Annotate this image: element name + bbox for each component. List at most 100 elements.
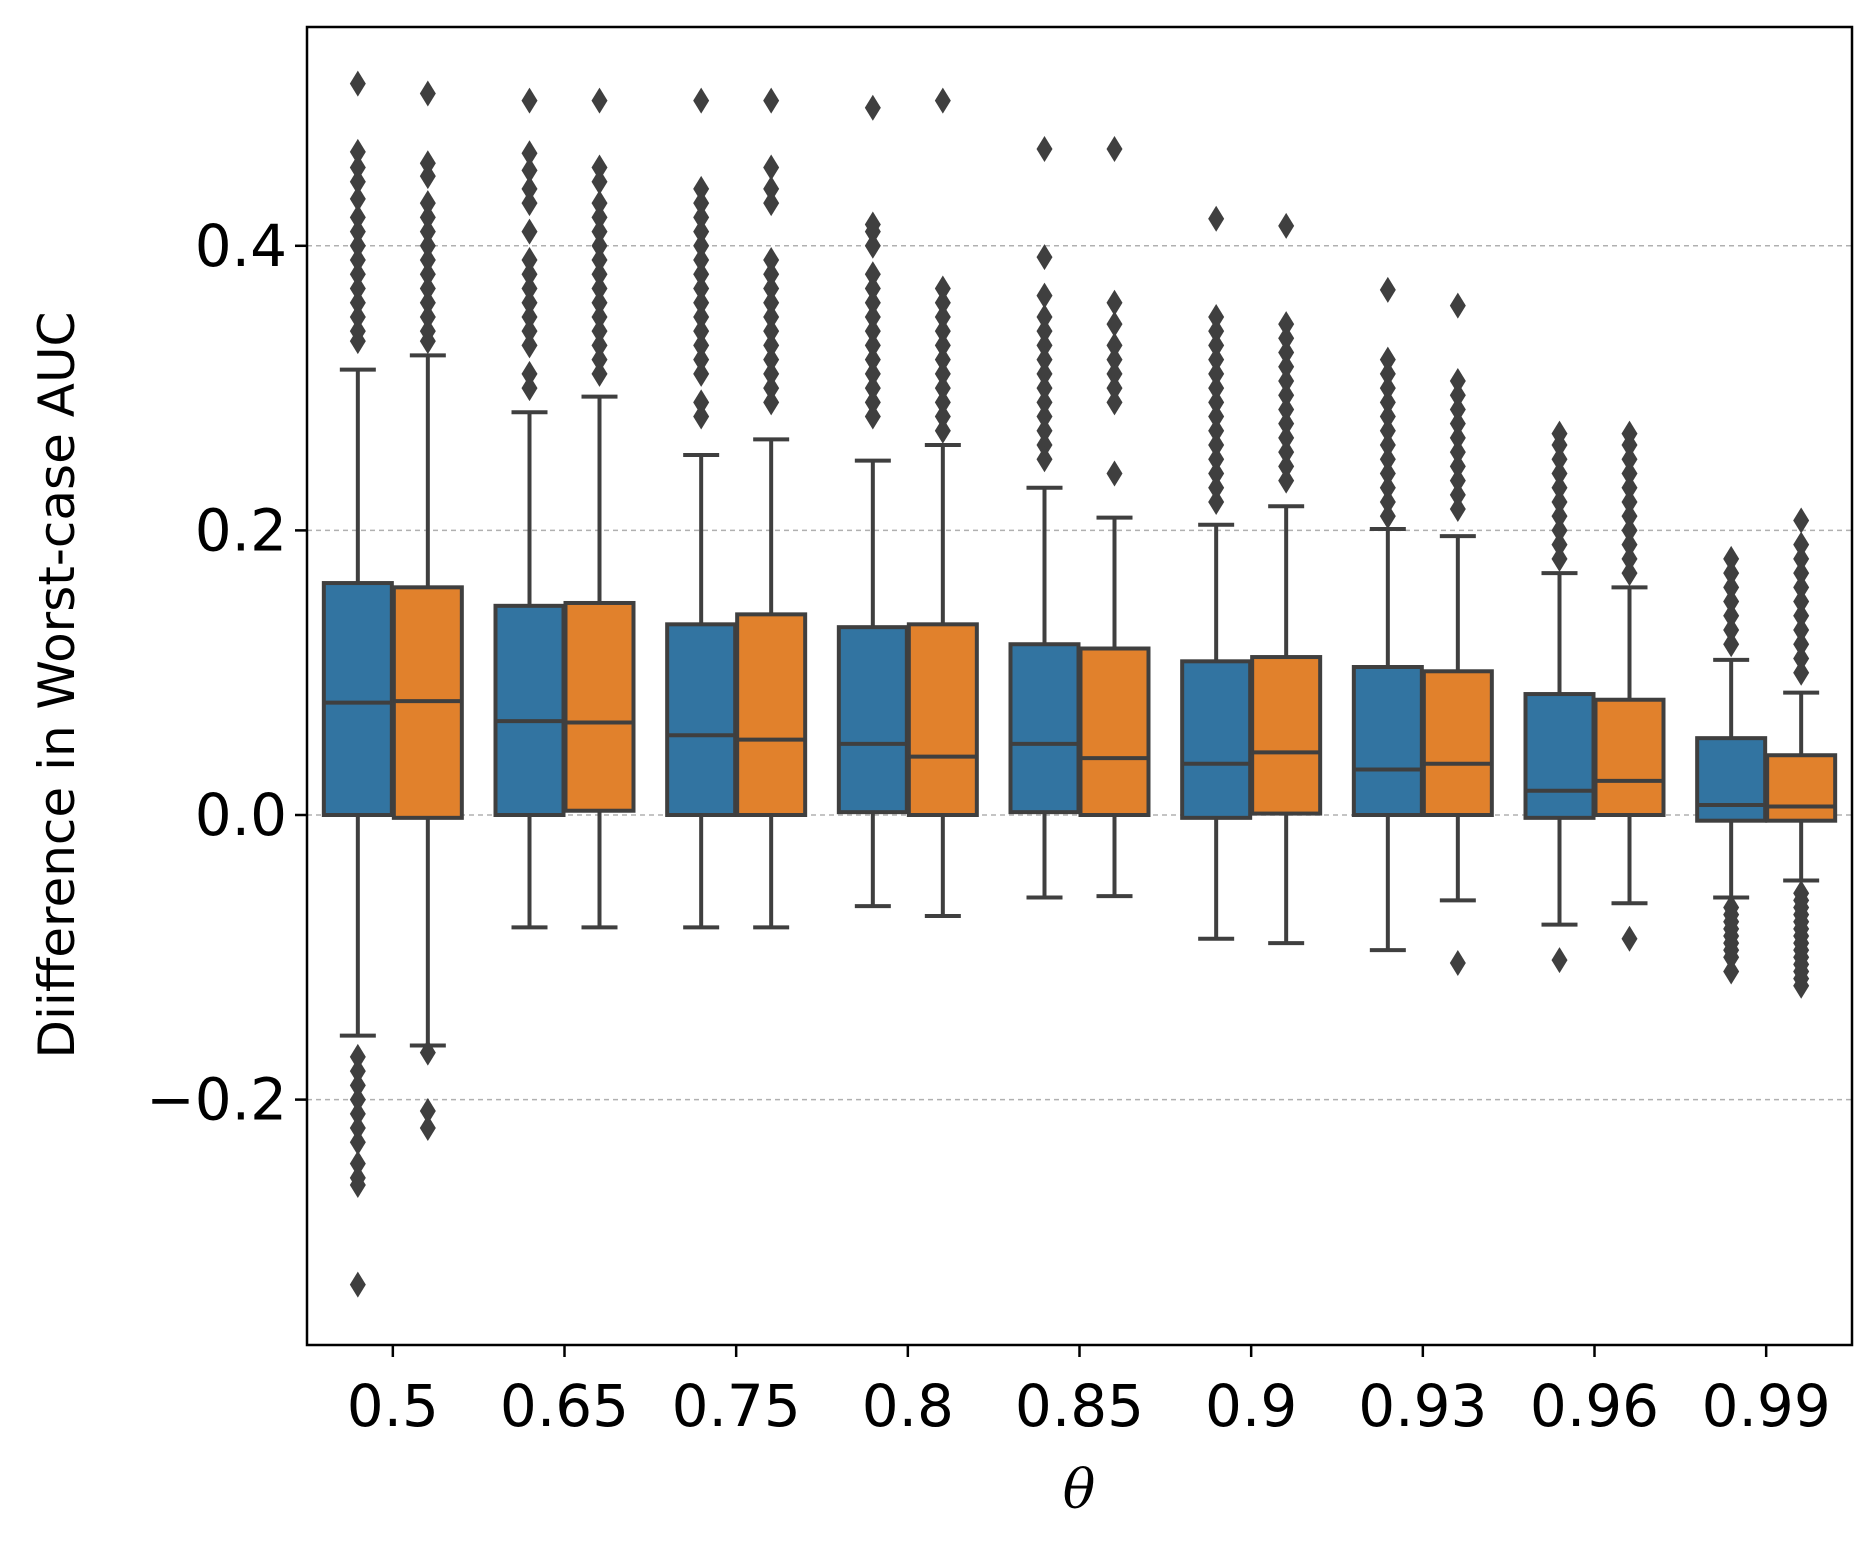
outlier-point [591, 360, 608, 387]
outlier-point [864, 289, 881, 316]
outlier-point [1278, 453, 1295, 480]
outlier-point [591, 168, 608, 195]
box-orange-5 [1250, 212, 1323, 946]
outlier-point [349, 1072, 366, 1099]
box-body [1250, 655, 1323, 816]
outlier-point [864, 94, 881, 121]
outlier-point [1723, 560, 1740, 587]
x-tick-label: 0.8 [862, 1372, 954, 1440]
box-orange-4 [1078, 136, 1151, 899]
outlier-point [349, 138, 366, 165]
outlier-point [349, 1150, 366, 1177]
box-blue-7 [1523, 420, 1596, 974]
outlier-point [1379, 474, 1396, 501]
outlier-point [1208, 389, 1225, 416]
outlier-point [349, 168, 366, 195]
outlier-point [1551, 517, 1568, 544]
outlier-point [763, 318, 780, 345]
outlier-point [349, 154, 366, 181]
outlier-point [1551, 531, 1568, 558]
outlier-point [1278, 325, 1295, 352]
outlier-point [1621, 503, 1638, 530]
outlier-point [1621, 460, 1638, 487]
outlier-point [934, 303, 951, 330]
outlier-point [1278, 382, 1295, 409]
outlier-point [419, 247, 436, 274]
outlier-point [1278, 396, 1295, 423]
outlier-point [1036, 360, 1053, 387]
outlier-point [1208, 205, 1225, 232]
box-orange-3 [906, 87, 979, 919]
outlier-point [1449, 467, 1466, 494]
x-tick-label: 0.5 [347, 1372, 439, 1440]
outlier-point [1621, 545, 1638, 572]
outlier-point [591, 318, 608, 345]
outlier-point [1621, 531, 1638, 558]
outlier-point [349, 1043, 366, 1070]
outlier-point [693, 360, 710, 387]
outlier-point [521, 360, 538, 387]
box-body [665, 622, 738, 817]
outlier-point [693, 175, 710, 202]
box-body [493, 603, 566, 817]
outlier-point [591, 332, 608, 359]
outlier-point [693, 275, 710, 302]
outlier-point [864, 375, 881, 402]
box-body [1180, 659, 1253, 820]
outlier-point [1036, 389, 1053, 416]
box-body [321, 581, 394, 818]
box-body [906, 622, 979, 817]
outlier-point [1449, 396, 1466, 423]
outlier-point [1036, 403, 1053, 430]
box-orange-8 [1765, 507, 1838, 999]
outlier-point [1621, 488, 1638, 515]
outlier-point [934, 403, 951, 430]
outlier-point [763, 190, 780, 217]
outlier-point [1208, 474, 1225, 501]
outlier-point [1793, 545, 1810, 572]
outlier-point [1036, 332, 1053, 359]
outlier-point [1449, 481, 1466, 508]
outlier-point [521, 303, 538, 330]
x-axis-label: θ [1063, 1458, 1096, 1521]
outlier-point [1723, 574, 1740, 601]
outlier-point [1208, 375, 1225, 402]
outlier-point [1208, 360, 1225, 387]
outlier-point [1036, 244, 1053, 271]
outlier-point [1208, 417, 1225, 444]
outlier-point [864, 261, 881, 288]
outlier-point [1379, 403, 1396, 430]
outlier-point [349, 1129, 366, 1156]
outlier-point [349, 204, 366, 231]
y-tick-label: 0.2 [195, 496, 287, 564]
y-tick-label: −0.2 [146, 1066, 287, 1134]
outlier-point [349, 232, 366, 259]
outlier-point [1621, 432, 1638, 459]
outlier-point [693, 389, 710, 416]
outlier-point [1621, 925, 1638, 952]
outlier-point [934, 318, 951, 345]
outlier-point [419, 328, 436, 355]
box-blue-4 [1008, 136, 1081, 900]
outlier-point [763, 375, 780, 402]
outlier-point [521, 275, 538, 302]
outlier-point [1036, 375, 1053, 402]
outlier-point [591, 232, 608, 259]
outlier-point [1379, 432, 1396, 459]
outlier-point [763, 154, 780, 181]
outlier-point [1208, 446, 1225, 473]
outlier-point [419, 1097, 436, 1124]
outlier-point [591, 247, 608, 274]
outlier-point [419, 232, 436, 259]
y-axis: −0.2 0.0 0.2 0.4 [146, 212, 307, 1134]
outlier-point [1106, 289, 1123, 316]
outlier-point [763, 261, 780, 288]
outlier-point [591, 346, 608, 373]
outlier-point [763, 289, 780, 316]
outlier-point [1036, 136, 1053, 163]
outlier-point [419, 1039, 436, 1066]
box-body [836, 625, 909, 815]
outlier-point [591, 261, 608, 288]
box-blue-5 [1180, 205, 1253, 941]
outlier-point [1551, 460, 1568, 487]
